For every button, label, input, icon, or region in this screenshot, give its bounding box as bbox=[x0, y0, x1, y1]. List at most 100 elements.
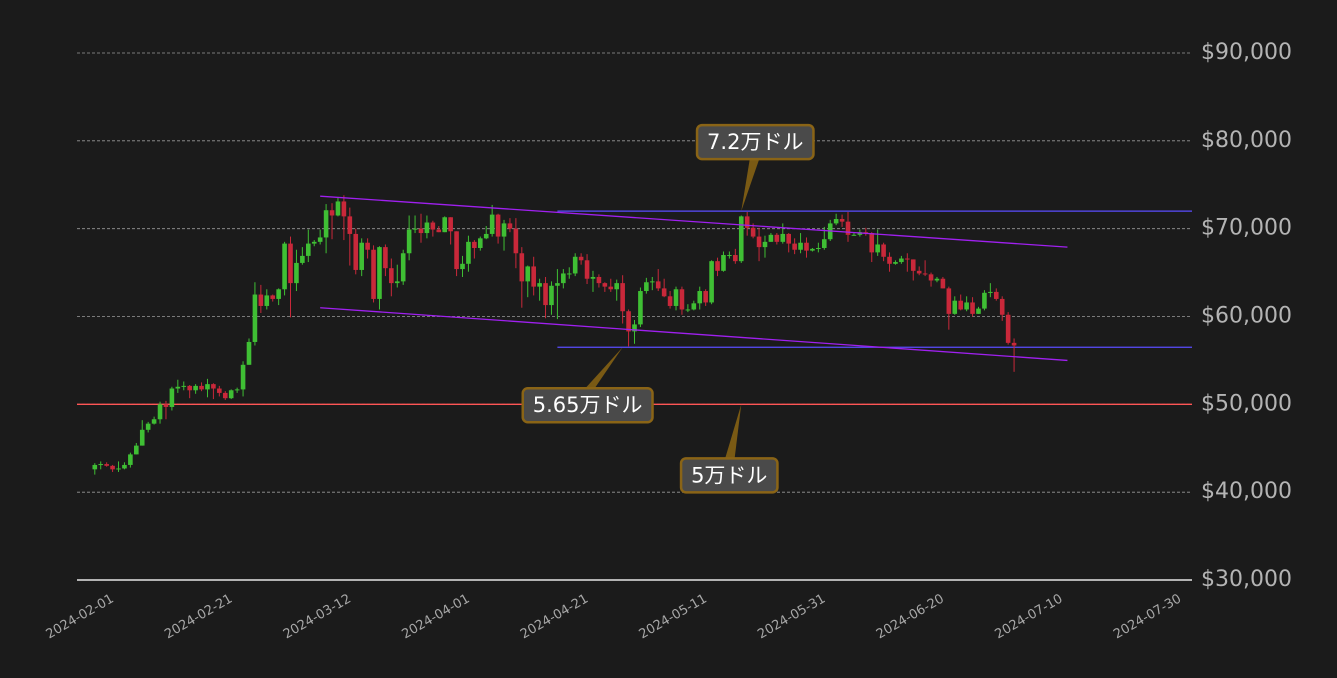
candle-body bbox=[454, 231, 459, 270]
candle-body bbox=[217, 388, 222, 393]
x-tick-label: 2024-05-11 bbox=[637, 592, 710, 643]
candle-body bbox=[377, 247, 382, 299]
candle-body bbox=[323, 210, 329, 238]
candle-body bbox=[513, 228, 519, 254]
candle-body bbox=[744, 216, 750, 228]
candle-body bbox=[525, 266, 531, 282]
candle-body bbox=[181, 385, 187, 387]
candle-body bbox=[810, 248, 815, 251]
candle-body bbox=[792, 243, 797, 250]
candle-body bbox=[993, 291, 999, 299]
candle-body bbox=[294, 262, 299, 284]
x-tick-label: 2024-04-21 bbox=[518, 592, 591, 643]
candle-body bbox=[750, 227, 756, 237]
annotation-label: 7.2万ドル bbox=[707, 130, 803, 154]
x-tick-label: 2024-03-12 bbox=[281, 592, 354, 643]
candle-body bbox=[798, 242, 803, 250]
candle-body bbox=[466, 241, 471, 264]
candle-body bbox=[175, 386, 181, 389]
candle-body bbox=[833, 219, 839, 224]
annotation-arrow bbox=[582, 347, 623, 392]
candle-body bbox=[561, 273, 566, 284]
x-tick-label: 2024-07-30 bbox=[1111, 592, 1184, 643]
candle-body bbox=[157, 404, 163, 420]
y-tick-label: $90,000 bbox=[1201, 40, 1292, 65]
candle-body bbox=[116, 468, 121, 470]
x-tick-label: 2024-07-10 bbox=[993, 592, 1066, 643]
y-tick-label: $70,000 bbox=[1201, 216, 1292, 241]
candle-body bbox=[549, 285, 554, 306]
candle-body bbox=[733, 255, 738, 262]
candle-body bbox=[703, 291, 708, 303]
candle-body bbox=[477, 238, 483, 248]
trend-line bbox=[320, 195, 1068, 248]
candle-body bbox=[418, 228, 424, 234]
candle-body bbox=[816, 247, 821, 249]
candle-body bbox=[910, 259, 916, 271]
candle-body bbox=[952, 300, 958, 314]
candle-body bbox=[709, 261, 714, 303]
candle-body bbox=[110, 465, 115, 470]
candle-body bbox=[1011, 342, 1017, 346]
candle-body bbox=[543, 283, 548, 306]
candle-body bbox=[329, 210, 335, 216]
candle-body bbox=[786, 233, 792, 244]
candle-body bbox=[383, 247, 388, 269]
candle-body bbox=[934, 278, 940, 281]
candle-body bbox=[685, 309, 691, 311]
candle-body bbox=[400, 253, 406, 282]
candle-body bbox=[905, 258, 910, 260]
candle-body bbox=[875, 244, 880, 253]
candle-body bbox=[347, 216, 353, 234]
candle-body bbox=[673, 289, 679, 306]
candle-body bbox=[406, 229, 412, 254]
candle-body bbox=[122, 464, 127, 469]
candle-body bbox=[881, 244, 886, 257]
candle-body bbox=[851, 234, 857, 236]
candle-body bbox=[365, 242, 370, 250]
candle-body bbox=[555, 283, 560, 286]
candle-body bbox=[916, 270, 922, 274]
candle-body bbox=[982, 292, 987, 309]
y-tick-label: $60,000 bbox=[1201, 304, 1292, 329]
candle-body bbox=[169, 388, 175, 407]
candle-body bbox=[999, 298, 1005, 315]
candle-body bbox=[537, 283, 542, 287]
candle-body bbox=[976, 308, 981, 314]
candle-body bbox=[519, 253, 525, 282]
candle-body bbox=[1005, 314, 1011, 343]
candle-body bbox=[139, 429, 145, 446]
candle-body bbox=[436, 229, 442, 233]
annotation-box bbox=[679, 457, 779, 494]
candle-body bbox=[270, 295, 276, 299]
candle-body bbox=[151, 419, 157, 424]
candle-body bbox=[661, 288, 667, 297]
candle-body bbox=[715, 261, 720, 271]
candle-body bbox=[566, 273, 572, 275]
x-tick-label: 2024-05-31 bbox=[755, 592, 828, 643]
candle-body bbox=[768, 234, 774, 242]
candle-body bbox=[596, 276, 602, 284]
y-tick-label: $40,000 bbox=[1201, 479, 1292, 504]
candle-body bbox=[839, 219, 845, 222]
annotation-box bbox=[521, 386, 654, 424]
candle-body bbox=[145, 423, 151, 430]
candle-body bbox=[442, 217, 448, 233]
candle-body bbox=[92, 464, 98, 470]
candle-body bbox=[863, 232, 869, 234]
candle-body bbox=[507, 223, 513, 229]
candle-body bbox=[264, 295, 270, 306]
candle-body bbox=[655, 281, 661, 289]
candle-body bbox=[282, 243, 287, 290]
candle-body bbox=[964, 302, 969, 310]
candle-body bbox=[460, 263, 465, 270]
candle-body bbox=[317, 237, 323, 242]
annotation-arrow bbox=[724, 404, 742, 462]
candle-body bbox=[531, 266, 536, 287]
candle-body bbox=[644, 282, 649, 292]
candle-body bbox=[780, 233, 786, 242]
candle-body bbox=[489, 214, 495, 234]
annotation-label: 5万ドル bbox=[691, 463, 767, 487]
candle-body bbox=[845, 221, 851, 235]
